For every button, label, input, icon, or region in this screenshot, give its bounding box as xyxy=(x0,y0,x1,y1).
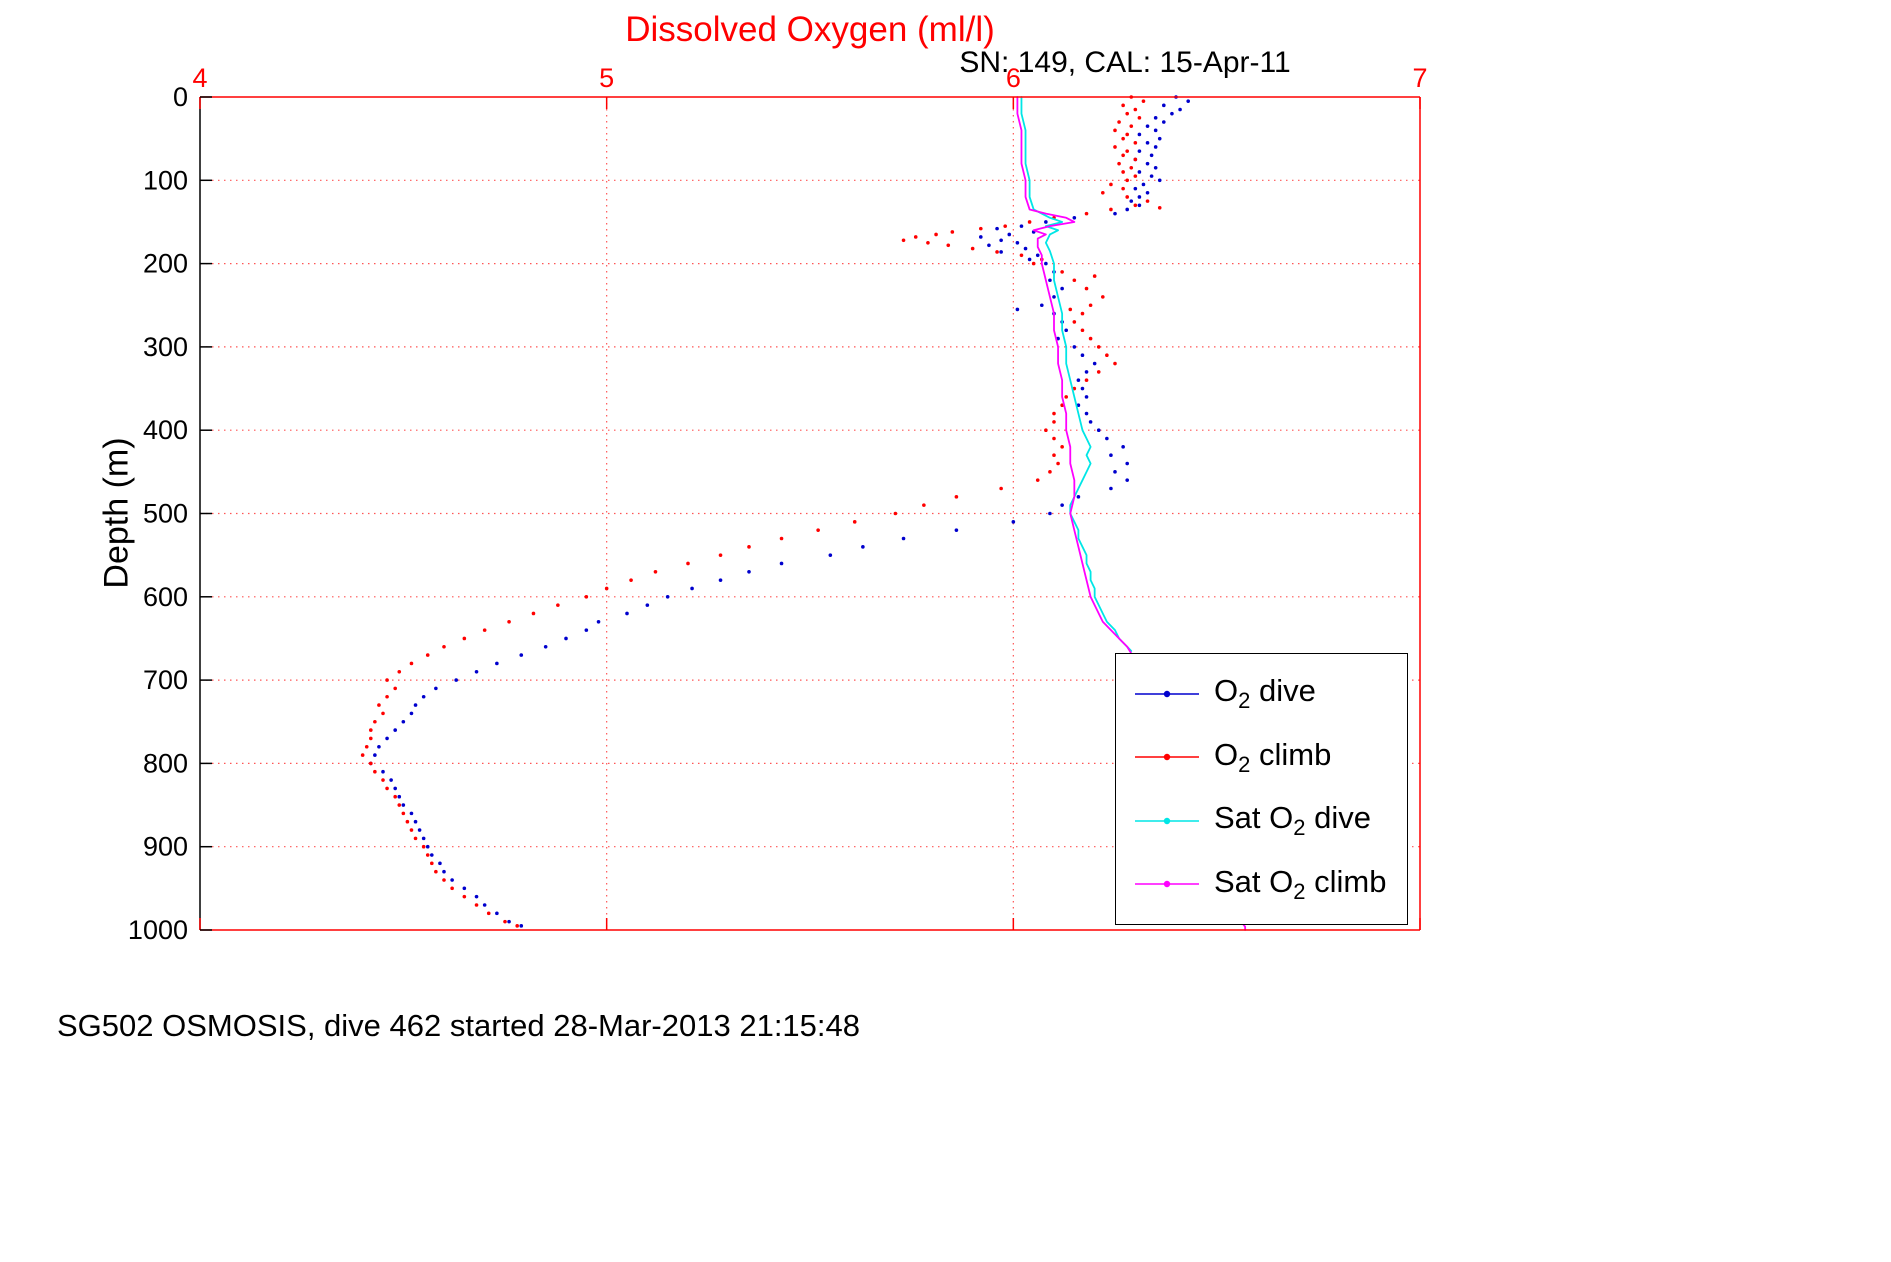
legend-label-sat-o2-dive: Sat O2 dive xyxy=(1214,800,1371,841)
y-tick-label: 600 xyxy=(143,582,188,612)
y-tick-label: 700 xyxy=(143,665,188,695)
y-tick-label: 0 xyxy=(173,82,188,112)
legend-label-sat-o2-climb: Sat O2 climb xyxy=(1214,863,1387,904)
legend-marker-o2-climb xyxy=(1135,754,1199,761)
y-tick-label: 800 xyxy=(143,748,188,778)
x-tick-label: 7 xyxy=(1412,63,1427,93)
series-o2-dive xyxy=(369,95,1190,928)
x-tick-label: 4 xyxy=(192,63,207,93)
legend: O2 dive O2 climb Sat O2 dive Sat O2 clim… xyxy=(1115,653,1408,925)
y-tick-label: 900 xyxy=(143,832,188,862)
legend-label-o2-climb: O2 climb xyxy=(1214,736,1332,777)
legend-marker-sat-o2-climb xyxy=(1135,881,1199,888)
x-tick-label: 6 xyxy=(1006,63,1021,93)
legend-label-o2-dive: O2 dive xyxy=(1214,673,1316,714)
y-tick-label: 1000 xyxy=(128,915,188,945)
y-axis-label: Depth (m) xyxy=(97,437,136,589)
y-tick-label: 300 xyxy=(143,332,188,362)
figure-caption: SG502 OSMOSIS, dive 462 started 28-Mar-2… xyxy=(57,1008,861,1043)
legend-marker-o2-dive xyxy=(1135,690,1199,697)
legend-item-sat-o2-dive: Sat O2 dive xyxy=(1116,800,1407,841)
legend-item-sat-o2-climb: Sat O2 climb xyxy=(1116,864,1407,905)
y-tick-label: 100 xyxy=(143,165,188,195)
series-o2-climb xyxy=(360,95,1162,928)
legend-item-o2-dive: O2 dive xyxy=(1116,673,1407,714)
y-tick-label: 500 xyxy=(143,499,188,529)
chart-title: Dissolved Oxygen (ml/l) xyxy=(625,10,995,49)
chart-subtitle: SN: 149, CAL: 15-Apr-11 xyxy=(959,46,1291,79)
legend-item-o2-climb: O2 climb xyxy=(1116,737,1407,778)
legend-marker-sat-o2-dive xyxy=(1135,817,1199,824)
series-sat-o2-dive xyxy=(1020,96,1133,652)
x-tick-label: 5 xyxy=(599,63,614,93)
y-tick-label: 200 xyxy=(143,249,188,279)
y-tick-label: 400 xyxy=(143,415,188,445)
